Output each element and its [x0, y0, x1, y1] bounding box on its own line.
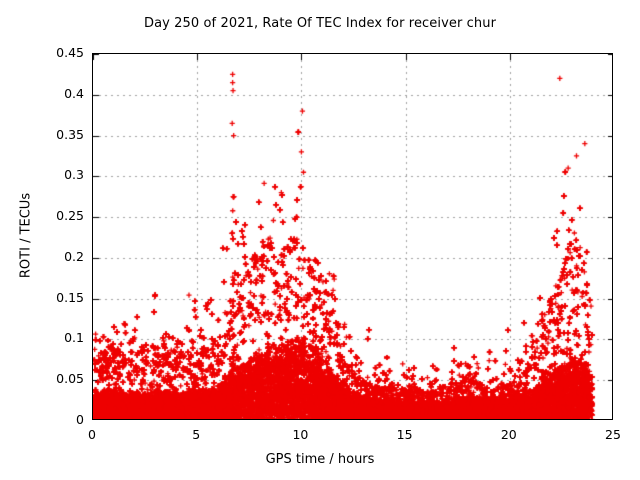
- y-tick-label: 0.1: [64, 330, 84, 346]
- y-tick-label: 0.25: [56, 208, 84, 224]
- y-tick-label: 0.2: [64, 248, 84, 264]
- x-axis-label: GPS time / hours: [265, 452, 375, 467]
- y-tick-label: 0.3: [64, 167, 84, 183]
- y-tick-label: 0.15: [56, 289, 84, 305]
- chart-title: Day 250 of 2021, Rate Of TEC Index for r…: [143, 16, 497, 31]
- y-axis-label: ROTI / TECUs: [18, 192, 34, 279]
- y-tick-label: 0: [76, 412, 84, 427]
- x-tick-label: 0: [88, 427, 96, 442]
- y-tick-label: 0.05: [56, 371, 84, 387]
- x-tick-label: 5: [192, 427, 201, 442]
- scatter-canvas: [93, 54, 612, 419]
- x-tick-label: 10: [292, 427, 309, 442]
- y-tick-label: 0.35: [56, 126, 84, 142]
- plot-area: [92, 53, 613, 420]
- x-tick-label: 20: [500, 427, 517, 442]
- x-tick-label: 25: [605, 427, 621, 442]
- x-tick-label: 15: [396, 427, 413, 442]
- y-tick-label: 0.45: [56, 45, 84, 60]
- y-tick-label: 0.4: [64, 85, 84, 101]
